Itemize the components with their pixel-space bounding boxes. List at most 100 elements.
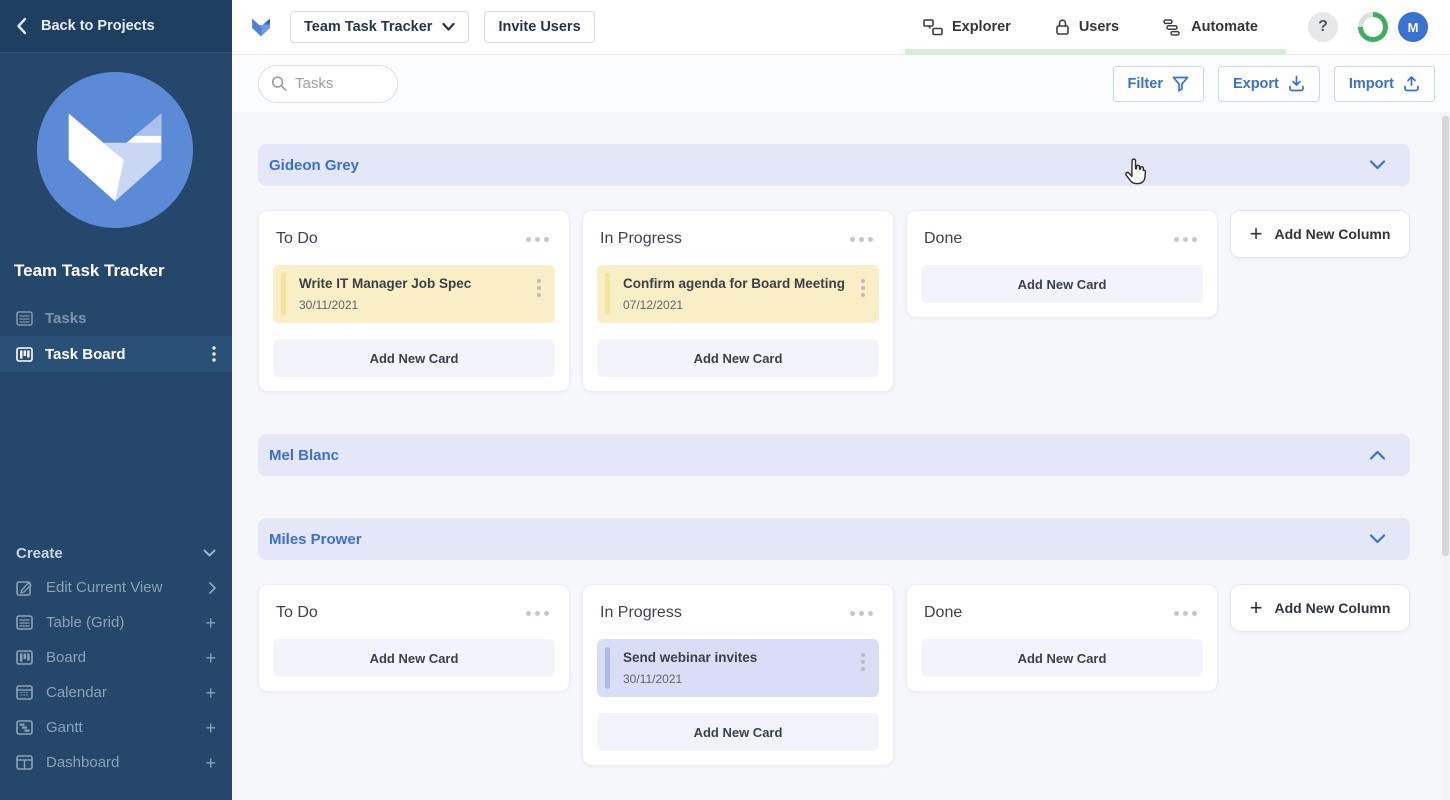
card-title: Send webinar invites: [623, 650, 758, 665]
card-accent-bar: [605, 647, 610, 689]
task-card[interactable]: Write IT Manager Job Spec 30/11/2021: [273, 265, 555, 323]
workspace-selector-button[interactable]: Team Task Tracker: [290, 11, 470, 43]
invite-users-button[interactable]: Invite Users: [484, 11, 595, 43]
column-menu-icon[interactable]: [848, 233, 875, 246]
back-to-projects-button[interactable]: Back to Projects: [0, 0, 232, 53]
create-item-dashboard[interactable]: Dashboard +: [0, 745, 232, 780]
column-title: Done: [924, 604, 963, 621]
sidebar-item-label: Task Board: [45, 345, 126, 363]
add-new-card-button[interactable]: Add New Card: [921, 639, 1203, 677]
add-new-column-button[interactable]: + Add New Column: [1230, 584, 1410, 632]
chevron-down-icon: [203, 549, 216, 557]
usage-progress-ring[interactable]: [1358, 12, 1388, 42]
filter-button[interactable]: Filter: [1112, 65, 1204, 102]
tab-users[interactable]: Users: [1055, 18, 1119, 36]
group-title: Miles Prower: [269, 530, 362, 548]
scrollbar-thumb[interactable]: [1442, 116, 1449, 556]
create-label: Create: [16, 544, 63, 562]
create-item-label: Calendar: [46, 684, 107, 701]
task-card[interactable]: Confirm agenda for Board Meeting 07/12/2…: [597, 265, 879, 323]
app-header: Team Task Tracker Invite Users Explorer …: [232, 0, 1450, 55]
card-menu-icon[interactable]: [859, 277, 867, 299]
filter-icon: [1172, 76, 1189, 92]
column-title: In Progress: [600, 604, 682, 621]
create-item-edit-current-view[interactable]: Edit Current View: [0, 570, 232, 605]
create-item-calendar[interactable]: Calendar +: [0, 675, 232, 710]
card-accent-bar: [281, 273, 286, 315]
search-box[interactable]: [258, 64, 398, 103]
plus-icon: +: [1249, 221, 1263, 246]
group-header[interactable]: Gideon Grey: [258, 144, 1410, 186]
user-avatar[interactable]: M: [1398, 12, 1428, 42]
create-item-label: Board: [46, 649, 87, 666]
add-new-card-button[interactable]: Add New Card: [921, 265, 1203, 303]
column-menu-icon[interactable]: [848, 607, 875, 620]
workspace-selector-label: Team Task Tracker: [304, 19, 433, 35]
kebab-menu-icon[interactable]: [212, 346, 216, 362]
board-column: To Do Add New Card: [258, 584, 570, 692]
card-menu-icon[interactable]: [859, 651, 867, 673]
sidebar-item-tasks[interactable]: Tasks: [0, 300, 232, 336]
group-header[interactable]: Miles Prower: [258, 518, 1410, 560]
column-menu-icon[interactable]: [1172, 233, 1199, 246]
plus-icon[interactable]: +: [205, 752, 216, 773]
chevron-down-icon[interactable]: [1369, 160, 1386, 170]
board-column: Done Add New Card: [906, 210, 1218, 318]
export-button[interactable]: Export: [1217, 65, 1320, 102]
board-icon: [16, 650, 33, 665]
add-new-column-button[interactable]: + Add New Column: [1230, 210, 1410, 258]
sidebar-item-task-board[interactable]: Task Board: [0, 336, 232, 372]
tab-label: Users: [1078, 19, 1120, 35]
create-item-gantt[interactable]: Gantt +: [0, 710, 232, 745]
invite-users-label: Invite Users: [498, 19, 581, 35]
column-title: To Do: [276, 604, 318, 621]
tab-automate[interactable]: Automate: [1163, 18, 1258, 36]
export-label: Export: [1232, 75, 1279, 92]
columns-row: To Do Add New Card In Progress Send webi…: [258, 584, 1441, 766]
column-title: Done: [924, 230, 963, 247]
back-to-projects-label: Back to Projects: [41, 18, 155, 34]
column-menu-icon[interactable]: [524, 607, 551, 620]
import-button[interactable]: Import: [1333, 65, 1435, 102]
create-item-label: Table (Grid): [46, 614, 125, 631]
board-group: Mel Blanc: [258, 434, 1441, 476]
lock-icon: [1056, 19, 1069, 35]
card-menu-icon[interactable]: [535, 277, 543, 299]
card-title: Confirm agenda for Board Meeting: [623, 276, 846, 291]
avatar-initial: M: [1407, 19, 1419, 35]
chevron-right-icon: [209, 581, 216, 594]
create-item-label: Dashboard: [46, 754, 120, 771]
plus-icon[interactable]: +: [205, 717, 216, 738]
create-section: Create Edit Current View Table (Grid) + …: [0, 536, 232, 780]
task-card[interactable]: Send webinar invites 30/11/2021: [597, 639, 879, 697]
search-input[interactable]: [295, 75, 385, 92]
create-item-table-grid[interactable]: Table (Grid) +: [0, 605, 232, 640]
calendar-icon: [16, 685, 33, 700]
sidebar-nav: Tasks Task Board: [0, 300, 232, 372]
add-new-card-button[interactable]: Add New Card: [273, 339, 555, 377]
fox-logo-icon: [252, 18, 270, 37]
add-new-card-button[interactable]: Add New Card: [597, 713, 879, 751]
gantt-icon: [16, 720, 33, 735]
group-title: Mel Blanc: [269, 446, 340, 464]
create-section-header[interactable]: Create: [0, 536, 232, 570]
tab-explorer[interactable]: Explorer: [923, 18, 1011, 36]
add-new-card-button[interactable]: Add New Card: [273, 639, 555, 677]
vertical-scrollbar[interactable]: [1441, 112, 1450, 800]
create-item-board[interactable]: Board +: [0, 640, 232, 675]
column-menu-icon[interactable]: [524, 233, 551, 246]
card-date: 30/11/2021: [299, 298, 359, 312]
plus-icon[interactable]: +: [205, 612, 216, 633]
plus-icon[interactable]: +: [205, 682, 216, 703]
chevron-up-icon[interactable]: [1369, 450, 1386, 460]
chevron-down-icon[interactable]: [1369, 534, 1386, 544]
board-icon: [16, 346, 33, 362]
help-button[interactable]: ?: [1308, 12, 1338, 42]
filter-label: Filter: [1127, 75, 1163, 92]
plus-icon[interactable]: +: [205, 647, 216, 668]
board-group: Miles Prower To Do Add New Card In Progr…: [258, 518, 1441, 766]
group-header[interactable]: Mel Blanc: [258, 434, 1410, 476]
column-menu-icon[interactable]: [1172, 607, 1199, 620]
card-list: Confirm agenda for Board Meeting 07/12/2…: [597, 265, 879, 323]
add-new-card-button[interactable]: Add New Card: [597, 339, 879, 377]
